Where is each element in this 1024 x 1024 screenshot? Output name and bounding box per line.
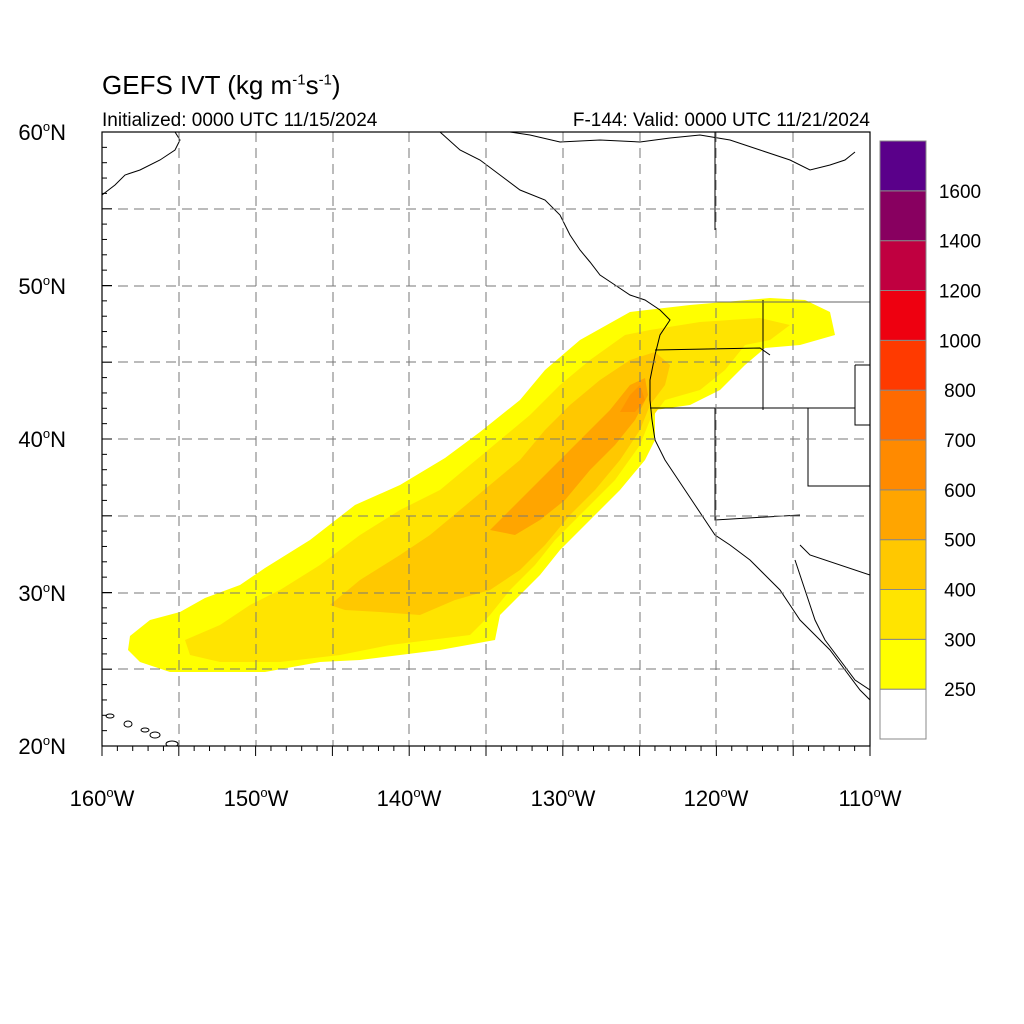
longitude-labels: 160oW 150oW 140oW 130oW 120oW 110oW — [70, 785, 902, 811]
ivt-region-400 — [330, 352, 670, 615]
lon-label-110: 110oW — [838, 785, 901, 811]
colorbar-level-label: 700 — [944, 431, 976, 452]
lon-label-160: 160oW — [70, 785, 135, 811]
lon-label-140: 140oW — [377, 785, 442, 811]
colorbar-box — [879, 140, 927, 192]
colorbar-level-label: 600 — [944, 481, 976, 502]
lon-label-130: 130oW — [531, 785, 596, 811]
lon-label-120: 120oW — [684, 785, 749, 811]
lon-label-150: 150oW — [224, 785, 289, 811]
colorbar-level-label: 500 — [944, 531, 976, 552]
colorbar-box — [879, 489, 927, 541]
latitude-ticks — [102, 131, 112, 747]
colorbar-box — [879, 688, 927, 740]
colorbar-box — [879, 389, 927, 441]
lat-label-50: 50oN — [18, 273, 66, 299]
valid-time-label: F-144: Valid: 0000 UTC 11/21/2024 — [572, 110, 870, 131]
map-title: GEFS IVT (kg m-1s-1) — [102, 70, 341, 100]
colorbar-box — [879, 539, 927, 591]
colorbar-box — [879, 638, 927, 690]
colorbar-box — [879, 240, 927, 292]
colorbar-level-label: 1200 — [939, 282, 981, 303]
initialized-label: Initialized: 0000 UTC 11/15/2024 — [102, 110, 378, 131]
colorbar-box — [879, 439, 927, 491]
lat-label-30: 30oN — [18, 580, 66, 606]
lat-label-40: 40oN — [18, 426, 66, 452]
colorbar-level-label: 800 — [944, 381, 976, 402]
lat-label-20: 20oN — [18, 733, 66, 759]
ivt-region-600 — [620, 385, 645, 412]
lat-label-60: 60oN — [18, 119, 66, 145]
coastline-baja — [794, 559, 870, 691]
ivt-region-500 — [490, 378, 648, 535]
colorbar-box — [879, 589, 927, 640]
colorbar-level-label: 250 — [944, 680, 976, 701]
colorbar-box — [879, 339, 927, 391]
colorbar-labels: 250 300 400 500 600 700 800 1000 1200 1400 1600 — [939, 182, 981, 701]
graticule — [102, 132, 870, 746]
longitude-ticks — [101, 746, 871, 756]
colorbar-level-label: 1000 — [939, 331, 981, 352]
colorbar-box — [879, 290, 927, 341]
hawaiian-islands — [105, 713, 179, 746]
colorbar — [879, 140, 927, 740]
latitude-labels: 20oN 30oN 40oN 50oN 60oN — [18, 119, 66, 759]
colorbar-box — [879, 190, 927, 242]
colorbar-level-label: 300 — [944, 630, 976, 651]
colorbar-level-label: 1600 — [939, 182, 981, 203]
political-borders — [650, 132, 870, 576]
colorbar-level-label: 400 — [944, 581, 976, 602]
colorbar-level-label: 1400 — [939, 232, 981, 253]
